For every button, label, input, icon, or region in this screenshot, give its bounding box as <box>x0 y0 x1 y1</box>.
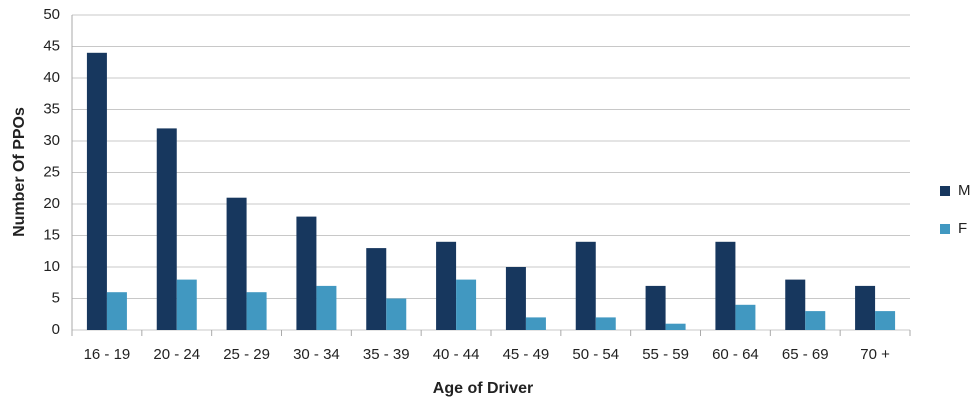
bar <box>575 241 596 330</box>
x-tick-label: 40 - 44 <box>433 346 480 363</box>
y-tick-label: 25 <box>43 163 60 180</box>
y-tick-label: 20 <box>43 195 60 212</box>
x-tick-label: 65 - 69 <box>782 346 829 363</box>
y-tick-label: 40 <box>43 69 60 86</box>
x-tick-label: 55 - 59 <box>642 346 689 363</box>
x-tick-label: 70 + <box>860 346 890 363</box>
x-tick-label: 16 - 19 <box>84 346 131 363</box>
x-tick-label: 25 - 29 <box>223 346 270 363</box>
bar <box>386 298 407 330</box>
legend-swatch <box>940 224 950 234</box>
x-tick-label: 50 - 54 <box>572 346 619 363</box>
y-tick-label: 5 <box>52 289 60 306</box>
y-axis-title: Number Of PPOs <box>11 107 28 237</box>
y-tick-label: 50 <box>43 6 60 23</box>
bar <box>735 304 756 330</box>
bar <box>366 248 387 330</box>
bar <box>715 241 736 330</box>
bar <box>525 317 546 330</box>
bar <box>855 285 876 330</box>
bar <box>505 267 526 330</box>
bar <box>176 279 197 330</box>
y-tick-label: 15 <box>43 226 60 243</box>
bar <box>296 216 317 330</box>
legend-label: F <box>958 220 967 237</box>
bar <box>316 285 337 330</box>
x-tick-label: 20 - 24 <box>153 346 200 363</box>
bar <box>86 52 107 331</box>
bar <box>106 292 127 330</box>
bar <box>246 292 267 330</box>
y-tick-label: 10 <box>43 258 60 275</box>
x-tick-label: 35 - 39 <box>363 346 410 363</box>
bar <box>156 128 177 330</box>
bar <box>595 317 616 330</box>
bar <box>875 311 896 330</box>
bar <box>785 279 806 330</box>
bar <box>805 311 826 330</box>
y-tick-label: 30 <box>43 132 60 149</box>
x-axis-title: Age of Driver <box>433 380 533 397</box>
x-tick-label: 30 - 34 <box>293 346 340 363</box>
x-tick-label: 45 - 49 <box>503 346 550 363</box>
bar <box>665 323 686 330</box>
legend-swatch <box>940 186 950 196</box>
y-tick-label: 35 <box>43 100 60 117</box>
legend-label: M <box>958 182 971 199</box>
bar <box>436 241 457 330</box>
bar <box>456 279 477 330</box>
x-tick-label: 60 - 64 <box>712 346 759 363</box>
bar <box>226 197 247 330</box>
y-tick-label: 45 <box>43 37 60 54</box>
y-tick-label: 0 <box>52 321 60 338</box>
bar <box>645 285 666 330</box>
